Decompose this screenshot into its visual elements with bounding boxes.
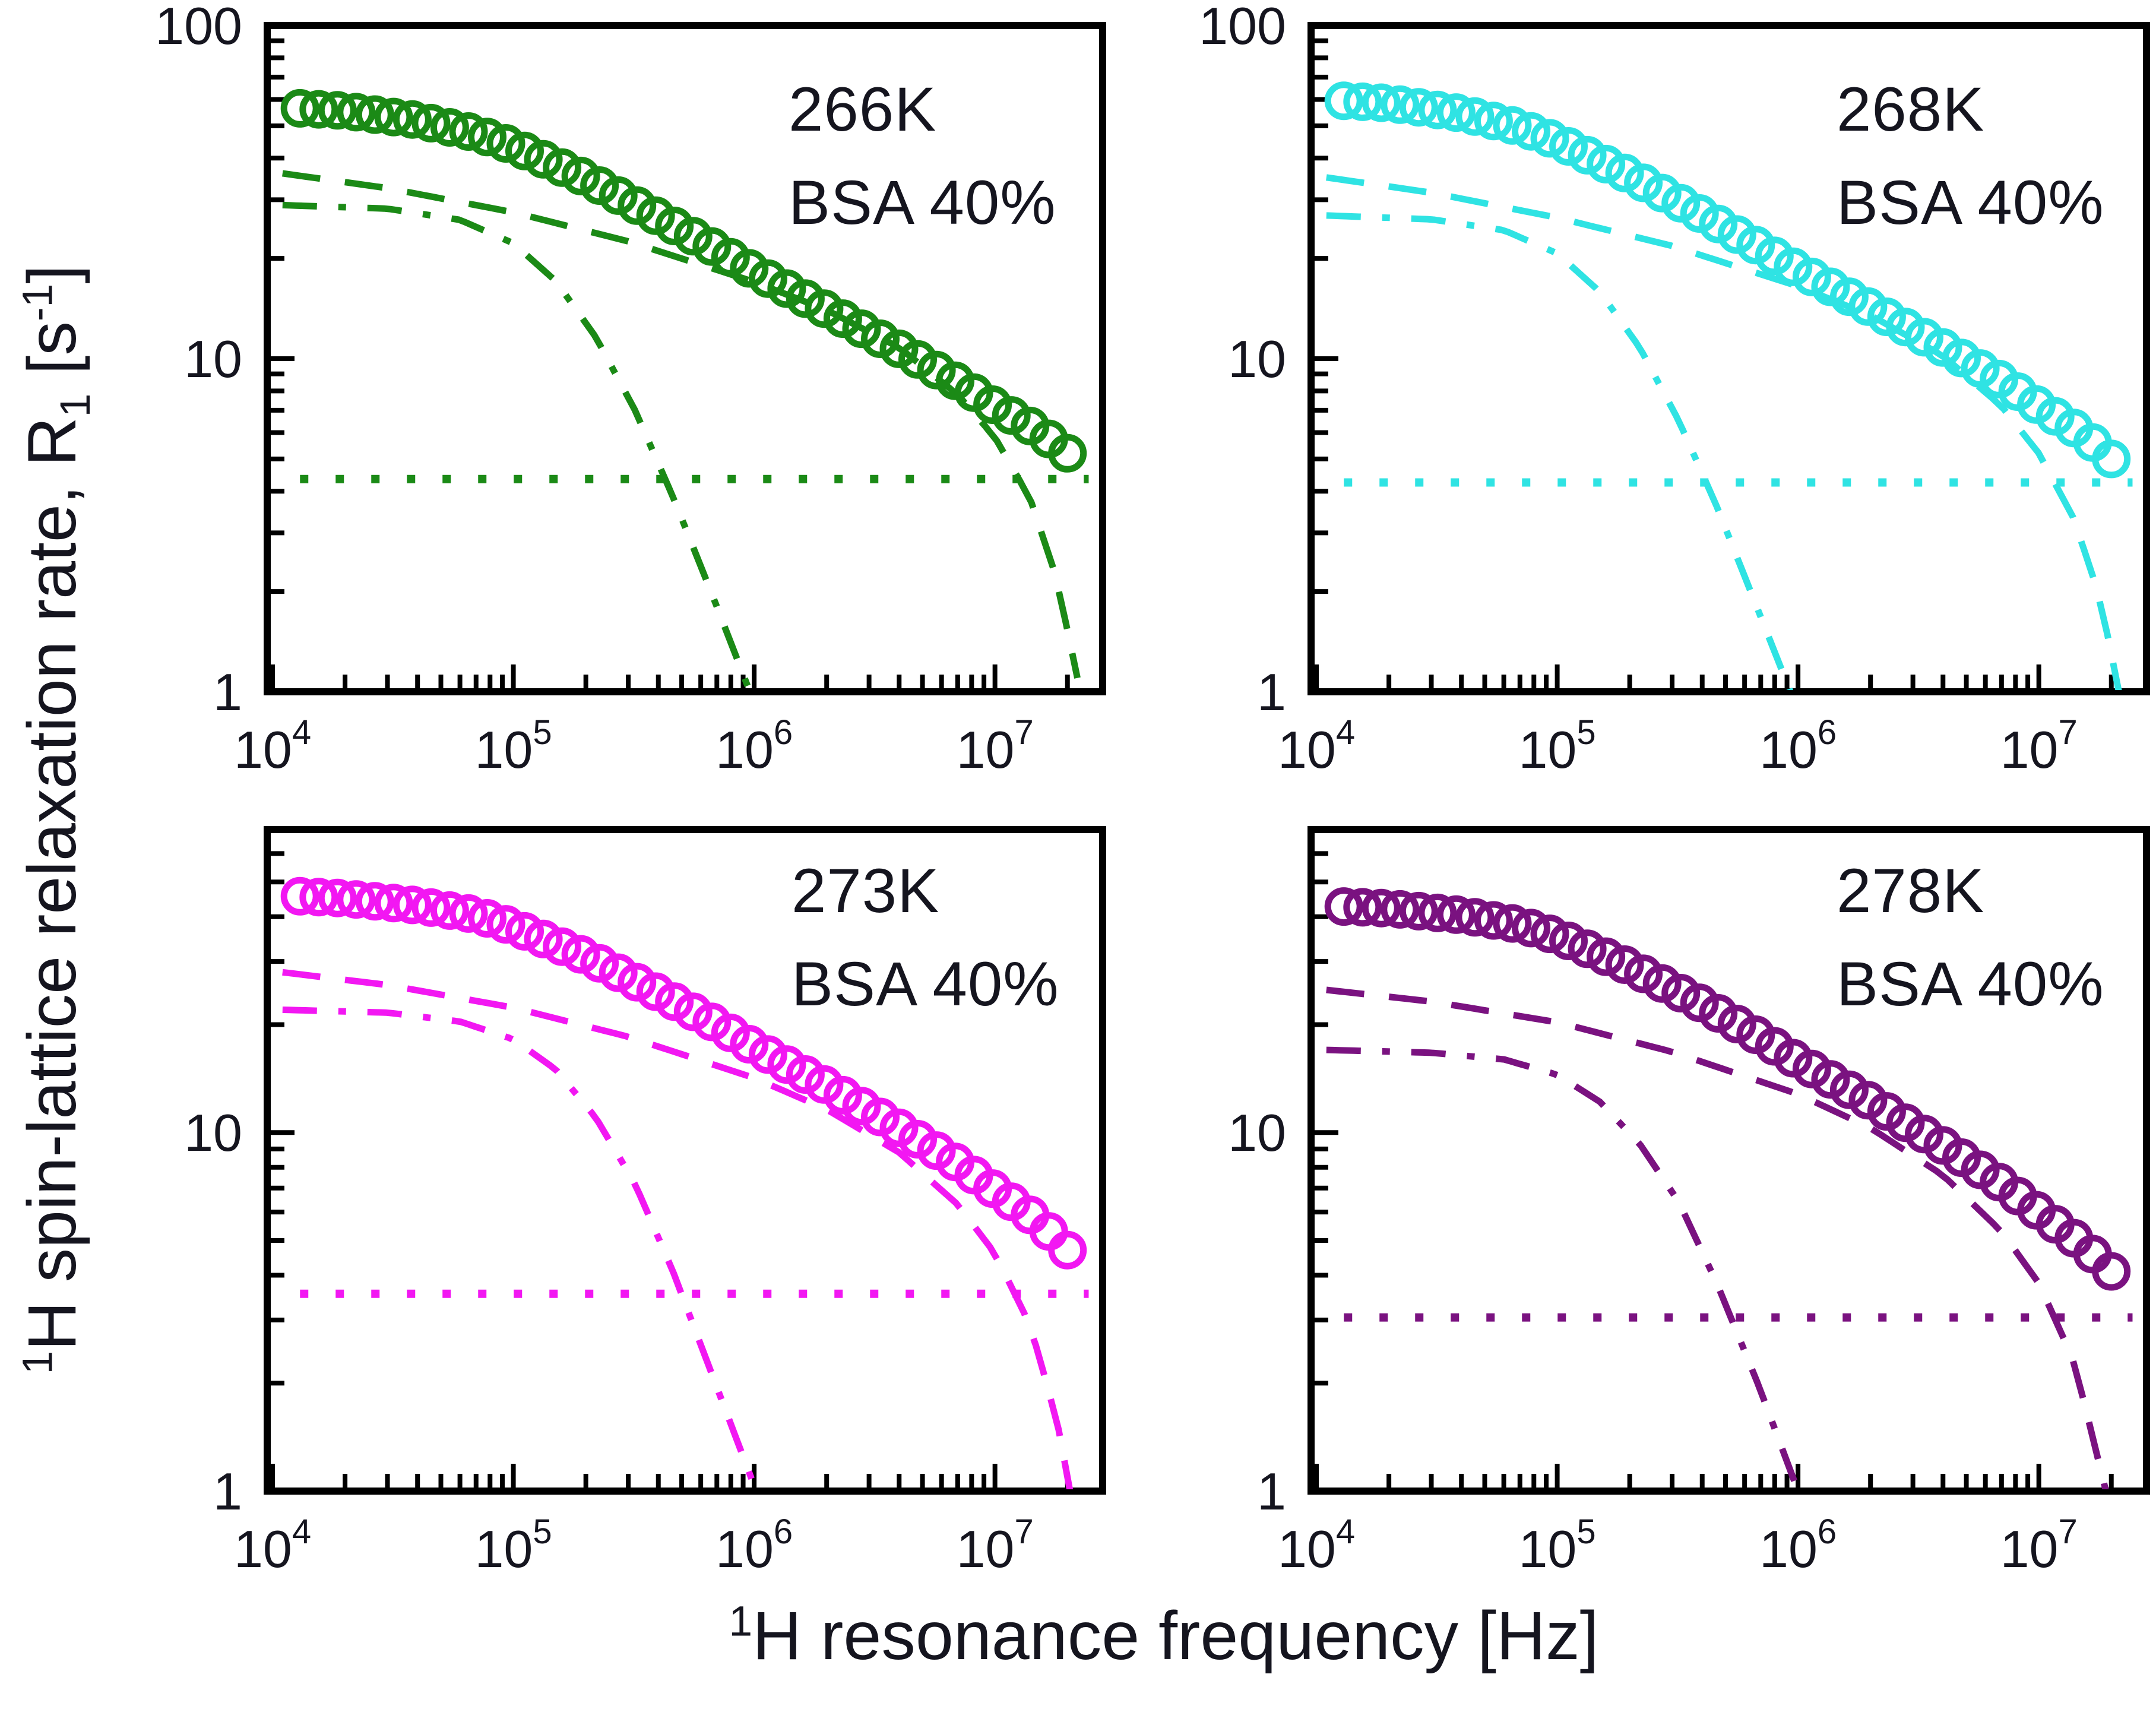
svg-text:104: 104 [1278,1512,1355,1578]
panel-annotation-266k: 266K BSA 40% [789,78,1056,234]
svg-text:106: 106 [715,1512,793,1578]
panel-annotation-278k: 278K BSA 40% [1837,860,2104,1015]
data-series-266K [280,88,1087,473]
svg-text:107: 107 [2000,713,2078,779]
svg-text:104: 104 [234,713,311,779]
svg-text:100: 100 [1199,0,1286,55]
data-series-273K [280,876,1087,1270]
svg-text:105: 105 [1518,1512,1595,1578]
svg-text:1: 1 [1257,1462,1286,1521]
svg-text:105: 105 [1518,713,1595,779]
svg-text:10: 10 [184,1103,242,1162]
x-axis-title-text: H resonance frequency [Hz] [752,1598,1599,1674]
svg-text:10: 10 [1228,1103,1286,1162]
svg-text:104: 104 [234,1512,311,1578]
data-series-268K [1324,81,2131,479]
y-axis-title-text: H spin-lattice relaxation rate, R [14,417,90,1351]
svg-text:107: 107 [2000,1512,2078,1578]
data-series-278K [1324,887,2131,1291]
panel-annotation-273k: 273K BSA 40% [792,860,1059,1015]
svg-text:105: 105 [474,1512,552,1578]
panel-annotation-268k: 268K BSA 40% [1837,78,2104,234]
svg-text:106: 106 [1759,1512,1837,1578]
panel-temperature-label: 273K [792,856,940,926]
svg-text:104: 104 [1278,713,1355,779]
svg-text:107: 107 [957,1512,1034,1578]
svg-text:105: 105 [474,713,552,779]
svg-text:100: 100 [155,0,242,55]
x-axis-title: 1H resonance frequency [Hz] [729,1597,1598,1675]
y-axis-title: 1H spin-lattice relaxation rate, R1 [s-1… [14,264,99,1375]
y-axis-title-superscript: 1 [14,1350,62,1375]
svg-text:10: 10 [184,330,242,388]
svg-text:1: 1 [1257,663,1286,721]
svg-text:1: 1 [213,1462,242,1521]
y-axis-title-subscript: 1 [52,393,99,417]
svg-text:106: 106 [715,713,793,779]
svg-text:10: 10 [1228,330,1286,388]
svg-text:107: 107 [957,713,1034,779]
panel-sample-label: BSA 40% [789,168,1056,238]
panel-temperature-label: 278K [1837,856,1985,926]
panel-temperature-label: 268K [1837,75,1985,144]
panel-sample-label: BSA 40% [1837,168,2104,238]
x-axis-title-superscript: 1 [729,1597,753,1645]
panel-sample-label: BSA 40% [792,950,1059,1019]
svg-text:1: 1 [213,663,242,721]
panel-sample-label: BSA 40% [1837,950,2104,1019]
panel-temperature-label: 266K [789,75,937,144]
svg-text:106: 106 [1759,713,1837,779]
